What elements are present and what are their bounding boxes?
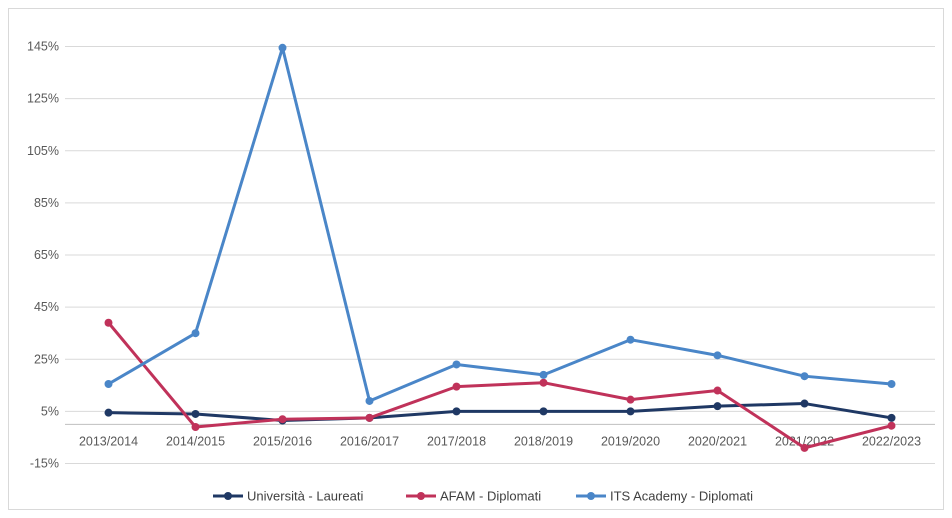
- legend-label: Università - Laureati: [247, 489, 363, 504]
- data-point: [452, 382, 461, 391]
- series-line: [108, 402, 892, 422]
- data-point: [278, 415, 287, 424]
- series-lines: [104, 43, 896, 452]
- y-axis-tick-labels: -15% 5% 25% 45% 65% 85% 105% 125% 145%: [27, 40, 59, 471]
- data-point: [539, 407, 548, 416]
- x-tick-label: 2020/2021: [688, 434, 747, 448]
- y-tick-label: 125%: [27, 92, 59, 106]
- legend-label: ITS Academy - Diplomati: [610, 489, 753, 504]
- y-tick-label: 105%: [27, 144, 59, 158]
- data-point: [626, 395, 635, 404]
- y-tick-label: 65%: [34, 248, 59, 262]
- data-point: [191, 423, 200, 432]
- legend-swatch-marker: [224, 492, 232, 500]
- x-tick-label: 2013/2014: [79, 434, 138, 448]
- legend-swatch-marker: [587, 492, 595, 500]
- data-point: [887, 421, 896, 430]
- y-tick-label: 5%: [41, 404, 59, 418]
- x-tick-label: 2022/2023: [862, 434, 921, 448]
- x-tick-label: 2015/2016: [253, 434, 312, 448]
- data-point: [713, 351, 722, 360]
- legend-swatch-marker: [417, 492, 425, 500]
- line-chart: -15% 5% 25% 45% 65% 85% 105% 125% 145% 2013/2014…: [27, 40, 935, 504]
- data-point: [452, 407, 461, 416]
- data-point: [626, 335, 635, 344]
- data-point: [539, 378, 548, 387]
- chart-frame: -15% 5% 25% 45% 65% 85% 105% 125% 145% 2013/2014…: [8, 8, 944, 510]
- data-point: [191, 329, 200, 338]
- data-point: [539, 370, 548, 379]
- legend-item: AFAM - Diplomati: [406, 489, 541, 504]
- y-tick-label: 85%: [34, 196, 59, 210]
- data-point: [191, 409, 200, 418]
- data-point: [713, 386, 722, 395]
- legend-item: Università - Laureati: [213, 489, 363, 504]
- data-point: [365, 396, 374, 405]
- data-point: [887, 413, 896, 422]
- series-line: [107, 46, 892, 403]
- series-1: [104, 318, 896, 452]
- data-point: [452, 360, 461, 369]
- data-point: [800, 399, 809, 408]
- legend-label: AFAM - Diplomati: [440, 489, 541, 504]
- data-point: [800, 443, 809, 452]
- x-tick-label: 2017/2018: [427, 434, 486, 448]
- legend: Università - Laureati AFAM - Diplomati ITS…: [213, 489, 753, 504]
- x-tick-label: 2016/2017: [340, 434, 399, 448]
- x-tick-label: 2019/2020: [601, 434, 660, 448]
- y-tick-label: 45%: [34, 300, 59, 314]
- y-tick-label: -15%: [30, 457, 59, 471]
- series-2: [104, 43, 896, 405]
- data-point: [626, 407, 635, 416]
- data-point: [713, 402, 722, 411]
- data-point: [278, 43, 287, 52]
- data-point: [104, 380, 113, 389]
- x-tick-label: 2018/2019: [514, 434, 573, 448]
- data-point: [104, 318, 113, 327]
- data-point: [104, 408, 113, 417]
- y-tick-label: 145%: [27, 40, 59, 54]
- data-point: [887, 380, 896, 389]
- x-axis-tick-labels: 2013/2014 2014/2015 2015/2016 2016/2017 2017…: [79, 434, 921, 448]
- y-tick-label: 25%: [34, 352, 59, 366]
- series-line: [107, 321, 892, 450]
- data-point: [800, 372, 809, 381]
- legend-item: ITS Academy - Diplomati: [576, 489, 753, 504]
- series-0: [104, 399, 896, 425]
- x-tick-label: 2014/2015: [166, 434, 225, 448]
- data-point: [365, 413, 374, 422]
- gridlines: [65, 46, 935, 464]
